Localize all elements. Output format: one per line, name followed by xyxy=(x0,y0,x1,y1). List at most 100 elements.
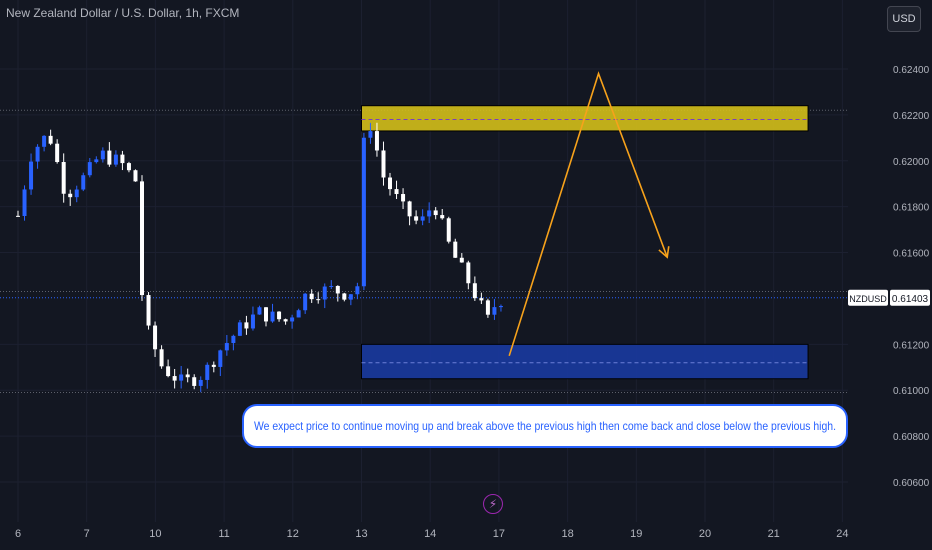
candle-body xyxy=(87,162,92,176)
candle-body xyxy=(401,194,406,202)
date-tick-label: 18 xyxy=(561,528,573,540)
candle-body xyxy=(159,349,164,367)
candle-body xyxy=(342,293,347,300)
candle-body xyxy=(472,283,477,299)
candle-body xyxy=(16,215,20,217)
candle-body xyxy=(100,150,105,160)
candle-body xyxy=(55,143,60,163)
candle-body xyxy=(316,299,321,301)
date-tick-label: 19 xyxy=(630,528,642,540)
candle-body xyxy=(485,300,490,315)
candle-body xyxy=(453,241,458,258)
candle-body xyxy=(407,201,412,217)
price-tick-label: 0.62200 xyxy=(893,111,930,122)
candle-body xyxy=(172,376,177,381)
candle-body xyxy=(427,210,432,217)
candle-body xyxy=(61,162,66,194)
candle-body xyxy=(126,163,131,171)
candle-body xyxy=(283,319,288,322)
candle-body xyxy=(394,189,399,195)
annotation-box xyxy=(242,404,848,448)
projection-arrowhead xyxy=(658,246,670,259)
candle-body xyxy=(264,307,269,322)
price-tick-label: 0.62000 xyxy=(893,157,930,168)
candle-body xyxy=(192,377,197,386)
candle-body xyxy=(440,215,445,219)
candle-body xyxy=(368,131,373,138)
candle-body xyxy=(348,294,353,300)
candle-body xyxy=(250,314,255,329)
candle-body xyxy=(361,137,366,287)
candle-body xyxy=(433,210,438,216)
price-tick-label: 0.61600 xyxy=(893,249,930,260)
projection-path xyxy=(508,71,668,357)
candle-body xyxy=(420,216,425,221)
candle-body xyxy=(492,307,497,315)
candle-body xyxy=(205,364,210,380)
candle-body xyxy=(198,379,203,386)
date-tick-label: 13 xyxy=(355,528,367,540)
candle-body xyxy=(414,216,419,221)
candle-body xyxy=(211,364,216,367)
last-price-tag-label: 0.61403 xyxy=(892,294,929,305)
date-tick-label: 14 xyxy=(424,528,436,540)
candle-body xyxy=(153,325,158,350)
candle-body xyxy=(185,374,190,378)
candle-body xyxy=(218,350,223,367)
date-tick-label: 21 xyxy=(768,528,780,540)
candle-body xyxy=(498,306,503,308)
candle-body xyxy=(381,150,386,178)
candle-body xyxy=(74,189,79,198)
candle-body xyxy=(179,374,184,381)
date-tick-label: 6 xyxy=(15,528,21,540)
candle-body xyxy=(68,193,73,198)
symbol-tag-label: NZDUSD xyxy=(849,294,887,304)
date-tick-label: 12 xyxy=(287,528,299,540)
last-price-tag xyxy=(890,289,930,306)
candle-body xyxy=(237,322,242,336)
date-tick-label: 11 xyxy=(218,528,229,540)
candle-body xyxy=(107,150,112,165)
price-tick-label: 0.61200 xyxy=(893,340,930,351)
price-tick-label: 0.61800 xyxy=(893,203,930,214)
price-tick-label: 0.61000 xyxy=(893,386,930,397)
date-tick-label: 7 xyxy=(84,528,90,540)
candle-body xyxy=(42,135,47,147)
date-tick-label: 20 xyxy=(699,528,711,540)
candle-body xyxy=(113,154,118,165)
support-zone xyxy=(361,343,809,380)
candle-body xyxy=(277,311,282,320)
candle-body xyxy=(81,175,86,190)
price-tick-label: 0.60600 xyxy=(893,478,930,489)
currency-button[interactable]: USD xyxy=(887,6,921,32)
candle-body xyxy=(244,322,249,329)
candle-body xyxy=(120,154,125,164)
candle-body xyxy=(296,310,301,318)
candle-body xyxy=(335,285,340,294)
price-tick-label: 0.60800 xyxy=(893,432,930,443)
lightning-icon[interactable]: ⚡ xyxy=(483,494,503,514)
candle-body xyxy=(146,295,151,326)
candle-body xyxy=(224,343,229,351)
price-tick-label: 0.62400 xyxy=(893,65,930,76)
candle-body xyxy=(48,135,53,144)
candle-body xyxy=(374,131,379,151)
candle-body xyxy=(140,181,145,296)
candle-body xyxy=(94,159,99,163)
candle-body xyxy=(166,366,171,377)
date-tick-label: 24 xyxy=(836,528,848,540)
candle-body xyxy=(290,317,295,322)
candle-body xyxy=(466,262,471,284)
chart-title: New Zealand Dollar / U.S. Dollar, 1h, FX… xyxy=(6,6,240,20)
candle-body xyxy=(479,298,484,301)
candle-body xyxy=(309,293,314,300)
symbol-tag xyxy=(848,289,888,306)
candle-body xyxy=(388,177,393,190)
candle-body xyxy=(446,218,451,242)
annotation-callout[interactable]: We expect price to continue moving up an… xyxy=(242,404,848,448)
candle-body xyxy=(257,307,262,315)
candle-body xyxy=(231,335,236,344)
candle-body xyxy=(355,286,360,295)
candle-body xyxy=(329,285,334,287)
